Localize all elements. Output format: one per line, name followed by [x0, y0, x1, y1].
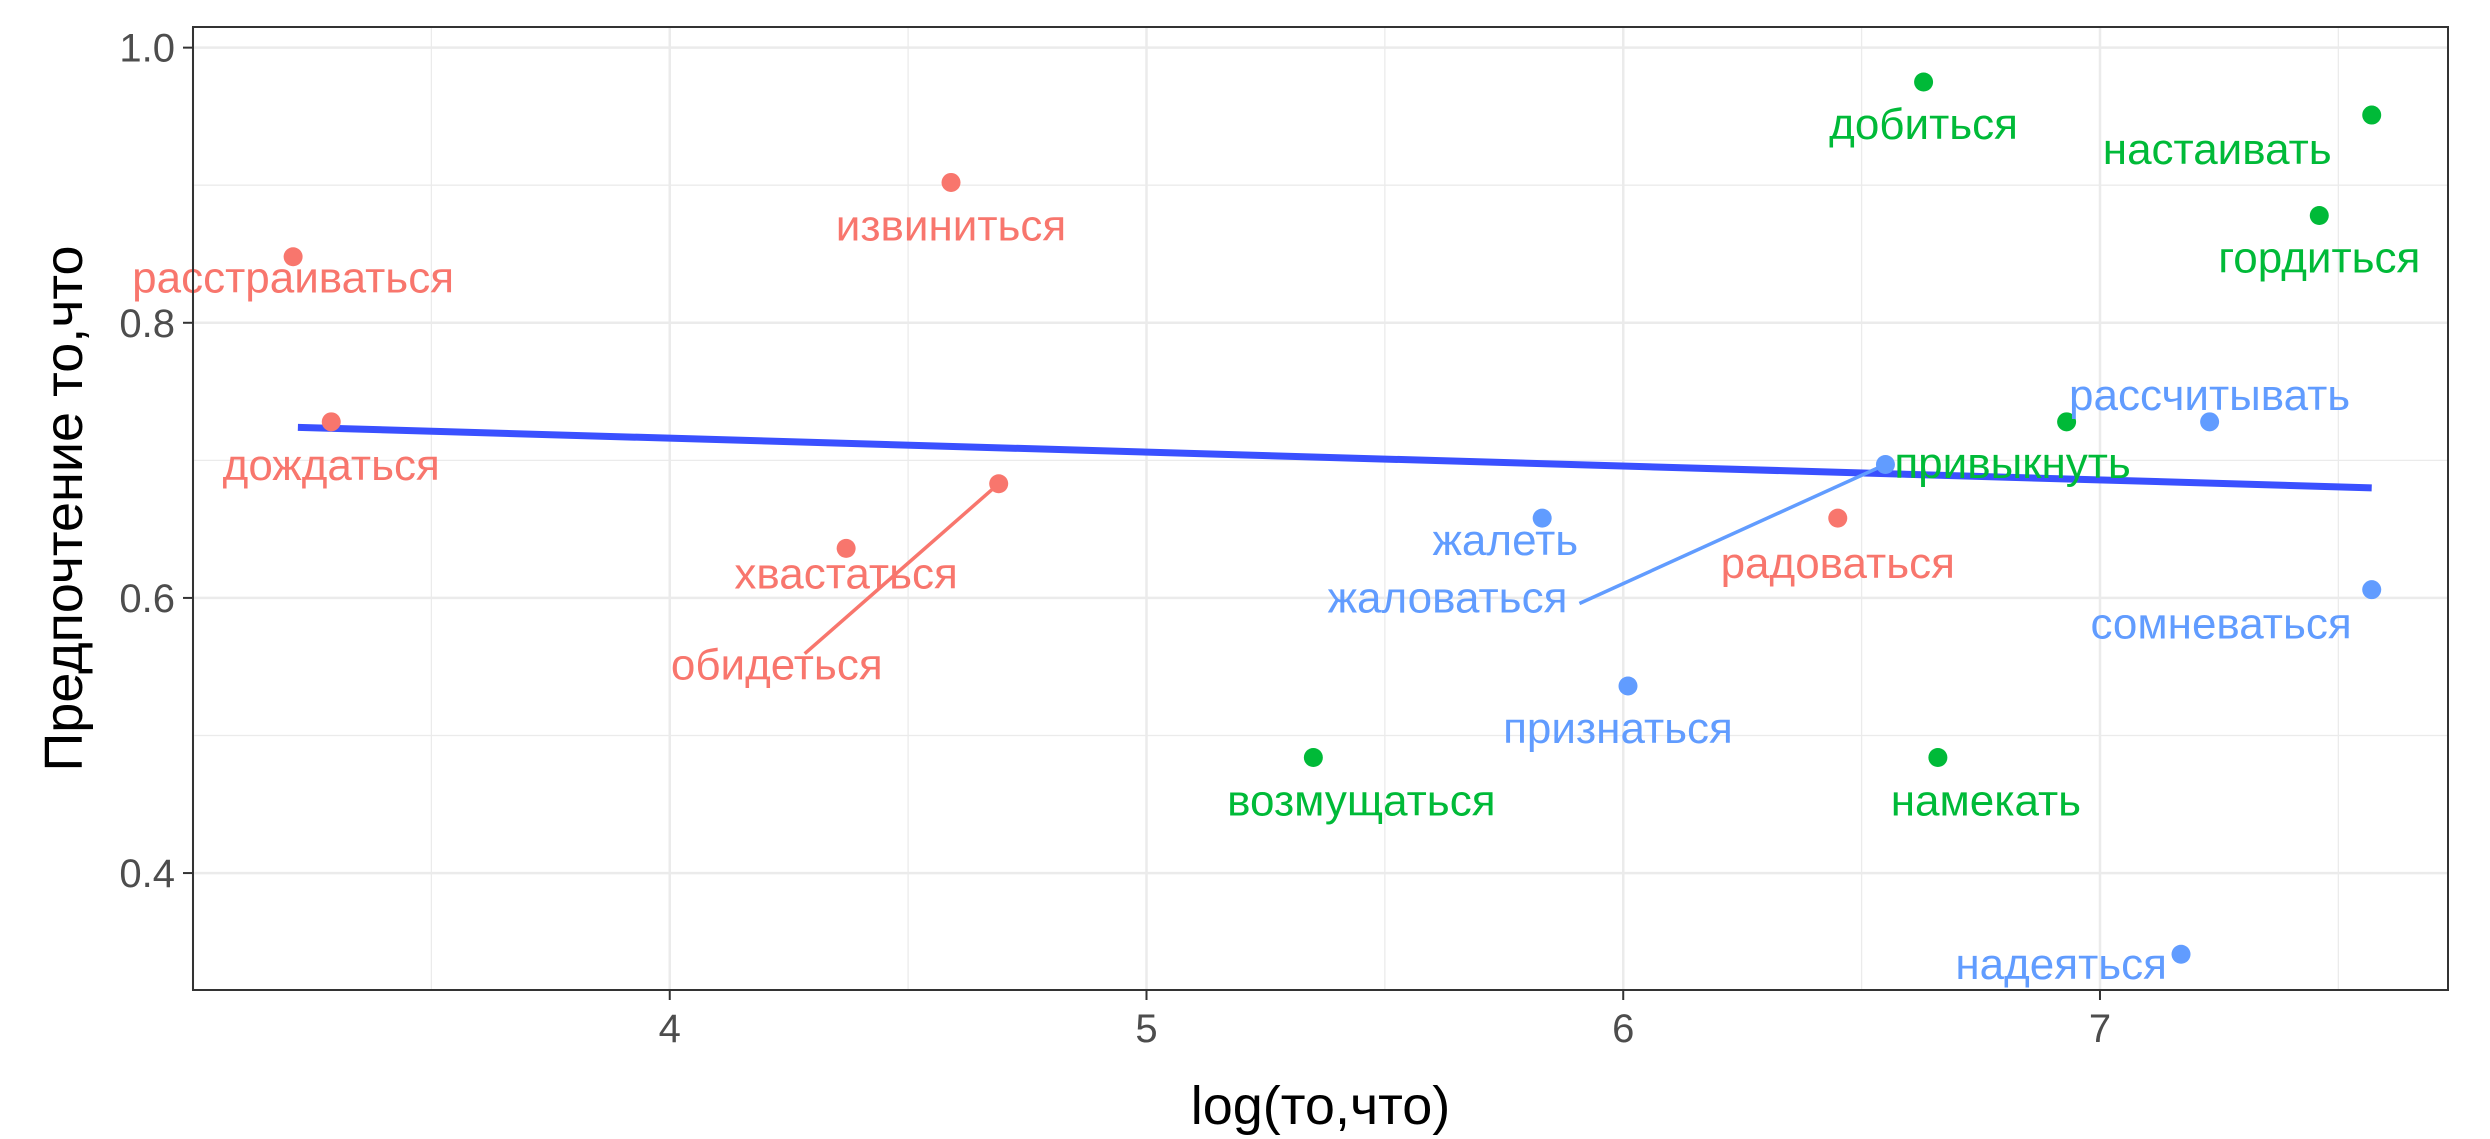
leader-line — [803, 482, 1000, 656]
data-point — [1303, 748, 1323, 768]
point-label: гордиться — [2218, 233, 2420, 282]
point-label: жаловаться — [1328, 573, 1568, 622]
data-point — [1928, 748, 1948, 768]
point-label: возмущаться — [1227, 777, 1495, 826]
point-label: дождаться — [223, 441, 440, 490]
data-point — [2171, 944, 2191, 964]
data-point — [283, 247, 303, 267]
panel-border — [192, 26, 2449, 991]
point-label: надеяться — [1955, 940, 2167, 989]
y-tick-label: 0.6 — [119, 577, 175, 621]
data-point — [1618, 676, 1638, 696]
y-tick-label: 0.4 — [119, 852, 175, 896]
trend-line — [297, 423, 2372, 492]
y-tick-label: 1.0 — [119, 27, 175, 71]
x-tick-labels: 4 5 6 7 — [659, 1007, 2111, 1051]
data-point — [1828, 508, 1848, 528]
point-labels: расстраиваться дождаться извиниться хвастат… — [132, 100, 2420, 989]
data-points — [283, 72, 2382, 964]
data-point — [2362, 105, 2382, 125]
point-label: извиниться — [836, 201, 1066, 250]
y-axis-title: Предпочтение то,что — [34, 245, 94, 771]
data-point — [2309, 205, 2329, 225]
point-label: намекать — [1891, 777, 2081, 826]
x-tick-label: 5 — [1135, 1007, 1157, 1051]
point-label: настаивать — [2103, 125, 2332, 174]
point-label: обидеться — [671, 641, 883, 690]
data-point — [1914, 72, 1934, 92]
data-point — [941, 172, 961, 192]
x-tick-label: 6 — [1612, 1007, 1634, 1051]
point-label: привыкнуть — [1894, 439, 2131, 488]
trend-line-group — [297, 423, 2372, 492]
y-tick-label: 0.8 — [119, 302, 175, 346]
axis-ticks — [183, 46, 2101, 1000]
leader-line — [1578, 462, 1887, 606]
data-point — [989, 474, 1009, 494]
point-label: добиться — [1829, 100, 2018, 149]
data-point — [2057, 412, 2077, 432]
data-point — [836, 538, 856, 558]
label-leader-lines — [803, 462, 1887, 656]
x-tick-label: 4 — [659, 1007, 681, 1051]
x-tick-label: 7 — [2089, 1007, 2111, 1051]
data-point — [321, 412, 341, 432]
point-label: признаться — [1503, 704, 1733, 753]
point-label: радоваться — [1721, 539, 1955, 588]
x-axis-title: log(то,что) — [1191, 1076, 1450, 1136]
point-label: расстраиваться — [132, 254, 454, 303]
point-label: рассчитывать — [2069, 371, 2350, 420]
point-label: хвастаться — [734, 549, 957, 598]
data-point — [2362, 580, 2382, 600]
y-tick-labels: 0.4 0.6 0.8 1.0 — [119, 27, 175, 896]
data-point — [1532, 508, 1552, 528]
data-point — [1875, 454, 1895, 474]
point-label: жалеть — [1433, 516, 1579, 565]
data-point — [2200, 412, 2220, 432]
point-label: сомневаться — [2090, 600, 2351, 649]
